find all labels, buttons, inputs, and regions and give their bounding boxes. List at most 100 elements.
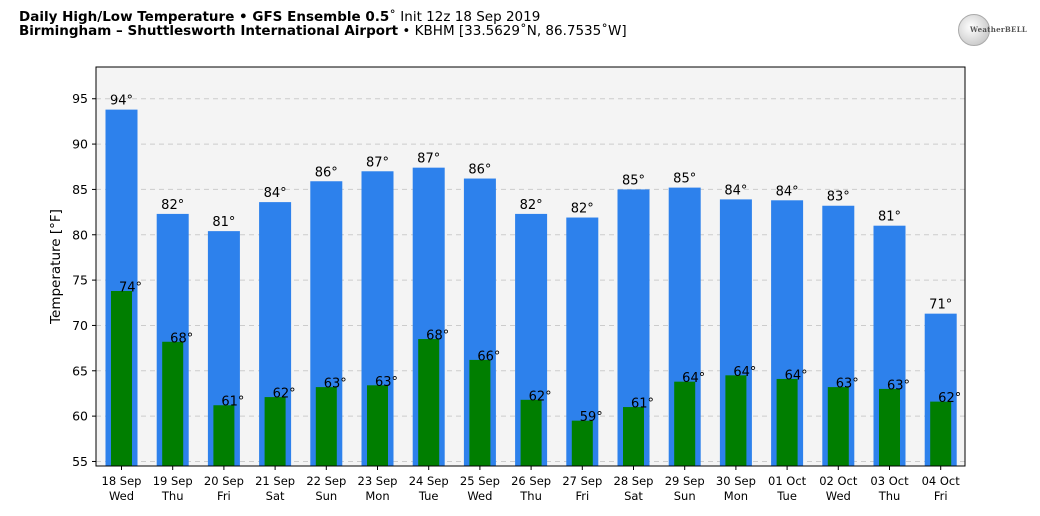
low-temp-label: 68° bbox=[170, 331, 193, 346]
low-temp-label: 63° bbox=[375, 375, 398, 390]
high-temp-label: 84° bbox=[264, 186, 287, 201]
low-temp-bar bbox=[162, 341, 184, 466]
x-tick-label-date: 29 Sep bbox=[665, 474, 705, 488]
x-tick-label-weekday: Thu bbox=[878, 489, 901, 503]
x-tick-label-weekday: Fri bbox=[934, 489, 948, 503]
y-tick-label: 85 bbox=[72, 182, 88, 197]
x-tick-label-date: 27 Sep bbox=[562, 474, 602, 488]
low-temp-label: 62° bbox=[938, 391, 961, 406]
x-tick-label-weekday: Sat bbox=[624, 489, 643, 503]
chart-title: Daily High/Low Temperature • GFS Ensembl… bbox=[19, 9, 540, 25]
logo-globe-icon bbox=[958, 14, 990, 46]
x-tick-label-weekday: Wed bbox=[109, 489, 134, 503]
x-tick-label-weekday: Mon bbox=[365, 489, 389, 503]
chart-subtitle: Birmingham – Shuttlesworth International… bbox=[19, 23, 627, 39]
y-tick-label: 95 bbox=[72, 91, 88, 106]
high-temp-label: 81° bbox=[212, 215, 235, 230]
x-tick-label-date: 23 Sep bbox=[358, 474, 398, 488]
x-tick-label-date: 18 Sep bbox=[102, 474, 142, 488]
x-tick-label-weekday: Thu bbox=[519, 489, 542, 503]
low-temp-bar bbox=[674, 381, 696, 466]
high-temp-label: 85° bbox=[673, 172, 696, 187]
x-tick-label-date: 01 Oct bbox=[768, 474, 807, 488]
x-tick-label-weekday: Fri bbox=[575, 489, 589, 503]
low-temp-label: 66° bbox=[477, 349, 500, 364]
high-temp-label: 83° bbox=[827, 190, 850, 205]
low-temp-bar bbox=[879, 388, 900, 466]
low-temp-label: 64° bbox=[785, 368, 808, 383]
logo-text: WeatherBELL bbox=[970, 25, 1028, 34]
station-coordinates: • KBHM [33.5629˚N, 86.7535˚W] bbox=[398, 23, 627, 39]
x-tick-label-date: 03 Oct bbox=[870, 474, 909, 488]
low-temp-bar bbox=[571, 420, 593, 466]
low-temp-bar bbox=[827, 387, 849, 466]
y-tick-label: 75 bbox=[72, 273, 88, 288]
low-temp-bar bbox=[418, 339, 440, 466]
low-temp-bar bbox=[725, 375, 747, 466]
x-tick-label-date: 26 Sep bbox=[511, 474, 551, 488]
low-temp-label: 63° bbox=[324, 377, 347, 392]
chart-title-main: Daily High/Low Temperature • GFS Ensembl… bbox=[19, 9, 390, 25]
x-tick-label-date: 04 Oct bbox=[922, 474, 961, 488]
low-temp-bar bbox=[367, 385, 388, 466]
low-temp-bar bbox=[111, 290, 132, 466]
low-temp-bar bbox=[623, 407, 644, 466]
chart-title-init: ˚ Init 12z 18 Sep 2019 bbox=[389, 9, 541, 25]
y-tick-label: 70 bbox=[72, 318, 88, 333]
high-temp-label: 85° bbox=[622, 173, 645, 188]
x-tick-label-weekday: Sat bbox=[266, 489, 285, 503]
y-tick-label: 90 bbox=[72, 137, 88, 152]
low-temp-label: 61° bbox=[631, 397, 654, 412]
x-tick-label-date: 02 Oct bbox=[819, 474, 858, 488]
low-temp-label: 62° bbox=[273, 387, 296, 402]
low-temp-label: 59° bbox=[580, 410, 603, 425]
low-temp-label: 64° bbox=[682, 371, 705, 386]
low-temp-label: 63° bbox=[887, 378, 910, 393]
y-tick-label: 80 bbox=[72, 227, 88, 242]
low-temp-label: 74° bbox=[119, 280, 142, 295]
high-temp-label: 84° bbox=[776, 184, 799, 199]
x-tick-label-date: 19 Sep bbox=[153, 474, 193, 488]
x-tick-label-weekday: Sun bbox=[674, 489, 696, 503]
plot-frame bbox=[95, 66, 966, 467]
x-tick-label-weekday: Mon bbox=[724, 489, 748, 503]
weatherbell-logo: WeatherBELL bbox=[958, 14, 1027, 46]
high-temp-label: 86° bbox=[468, 163, 491, 178]
high-temp-label: 87° bbox=[366, 155, 389, 170]
low-temp-bar bbox=[315, 387, 337, 466]
low-temp-bar bbox=[520, 399, 542, 466]
low-temp-bar bbox=[213, 405, 235, 466]
x-tick-label-date: 21 Sep bbox=[255, 474, 295, 488]
high-temp-label: 71° bbox=[929, 298, 952, 313]
x-tick-label-weekday: Wed bbox=[826, 489, 851, 503]
x-tick-label-date: 30 Sep bbox=[716, 474, 756, 488]
low-temp-bar bbox=[469, 359, 491, 466]
low-temp-label: 64° bbox=[733, 365, 756, 380]
low-temp-bar bbox=[776, 378, 798, 466]
x-tick-label-date: 24 Sep bbox=[409, 474, 449, 488]
y-axis-title: Temperature [°F] bbox=[48, 209, 64, 325]
y-tick-label: 60 bbox=[72, 409, 88, 424]
station-name: Birmingham – Shuttlesworth International… bbox=[19, 23, 399, 39]
high-temp-label: 94° bbox=[110, 94, 133, 109]
x-tick-label-weekday: Thu bbox=[161, 489, 184, 503]
high-temp-label: 86° bbox=[315, 165, 338, 180]
low-temp-label: 68° bbox=[426, 329, 449, 344]
low-temp-label: 61° bbox=[221, 395, 244, 410]
high-temp-label: 82° bbox=[161, 198, 184, 213]
low-temp-label: 63° bbox=[836, 377, 859, 392]
x-tick-label-date: 22 Sep bbox=[306, 474, 346, 488]
x-tick-label-weekday: Wed bbox=[467, 489, 492, 503]
x-tick-label-date: 20 Sep bbox=[204, 474, 244, 488]
high-temp-label: 82° bbox=[571, 202, 594, 217]
x-tick-label-weekday: Tue bbox=[418, 489, 439, 503]
x-tick-label-date: 28 Sep bbox=[614, 474, 654, 488]
x-tick-label-weekday: Sun bbox=[315, 489, 337, 503]
x-tick-label-weekday: Fri bbox=[217, 489, 231, 503]
high-temp-label: 87° bbox=[417, 152, 440, 167]
low-temp-label: 62° bbox=[529, 389, 552, 404]
y-tick-label: 65 bbox=[72, 363, 88, 378]
low-temp-bar bbox=[930, 401, 952, 466]
high-temp-label: 84° bbox=[724, 183, 747, 198]
